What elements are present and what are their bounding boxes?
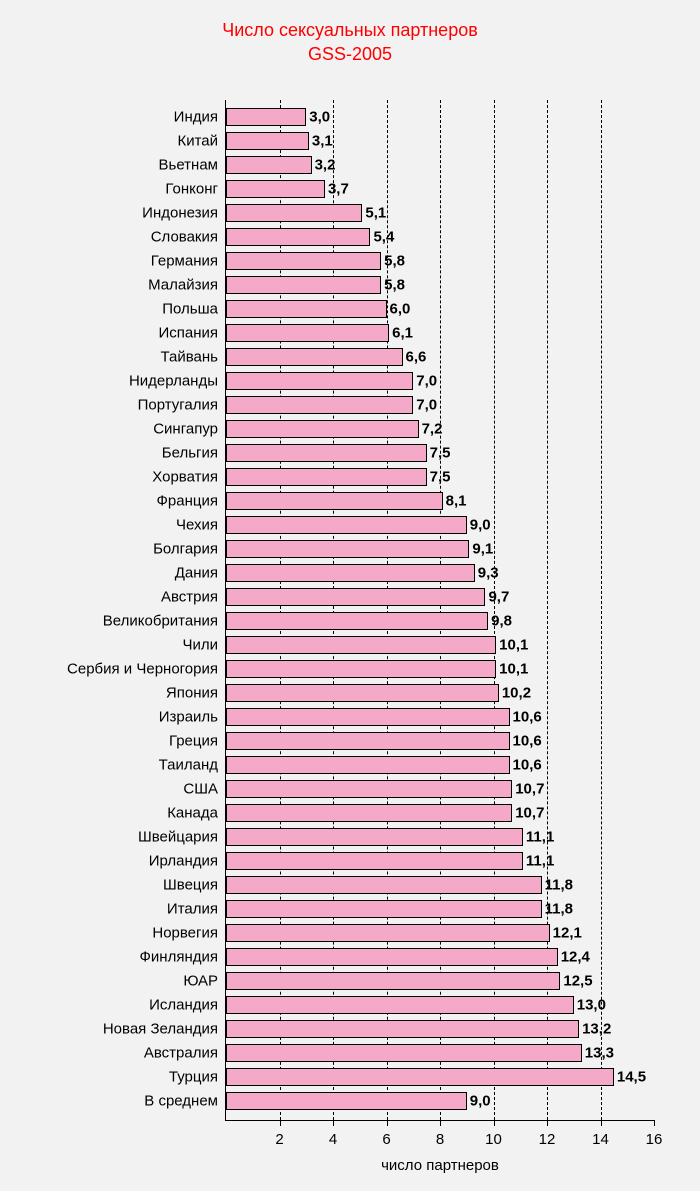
category-label: Франция	[157, 493, 226, 510]
x-tick	[440, 1120, 441, 1126]
chart-title: Число сексуальных партнеров GSS-2005	[0, 0, 700, 67]
category-label: Чили	[182, 637, 226, 654]
category-label: Тайвань	[161, 349, 226, 366]
category-label: Ирландия	[149, 853, 226, 870]
category-label: Гонконг	[165, 181, 226, 198]
category-label: США	[183, 781, 226, 798]
category-label: Греция	[169, 733, 226, 750]
category-label: Вьетнам	[159, 157, 226, 174]
x-tick-label: 10	[485, 1131, 502, 1148]
category-label: Чехия	[176, 517, 226, 534]
chart-title-line2: GSS-2005	[308, 44, 392, 64]
page: Число сексуальных партнеров GSS-2005 Инд…	[0, 0, 700, 1191]
x-tick	[387, 1120, 388, 1126]
category-label: Великобритания	[103, 613, 226, 630]
category-label: Норвегия	[152, 925, 226, 942]
x-tick	[601, 1120, 602, 1126]
category-label: Словакия	[151, 229, 226, 246]
category-label: Малайзия	[148, 277, 226, 294]
category-label: Индия	[174, 109, 226, 126]
category-label: Бельгия	[162, 445, 226, 462]
x-tick-label: 14	[592, 1131, 609, 1148]
x-tick-label: 2	[275, 1131, 283, 1148]
category-label: Германия	[151, 253, 226, 270]
x-tick	[494, 1120, 495, 1126]
x-tick-label: 4	[329, 1131, 337, 1148]
category-label: Польша	[162, 301, 226, 318]
category-label: Сингапур	[153, 421, 226, 438]
x-ticks: 246810121416	[226, 100, 654, 1120]
category-label: Таиланд	[159, 757, 226, 774]
category-label: Австралия	[144, 1045, 226, 1062]
x-tick-label: 12	[539, 1131, 556, 1148]
x-tick	[547, 1120, 548, 1126]
category-label: В среднем	[144, 1093, 226, 1110]
category-label: Португалия	[138, 397, 226, 414]
category-label: Индонезия	[142, 205, 226, 222]
x-tick-label: 8	[436, 1131, 444, 1148]
category-label: Хорватия	[152, 469, 226, 486]
category-label: Израиль	[159, 709, 226, 726]
category-label: Турция	[169, 1069, 226, 1086]
x-tick	[280, 1120, 281, 1126]
category-label: Япония	[166, 685, 226, 702]
category-label: Швеция	[163, 877, 226, 894]
category-label: Исландия	[149, 997, 226, 1014]
x-tick-label: 16	[646, 1131, 663, 1148]
category-label: Сербия и Черногория	[67, 661, 226, 678]
category-label: Швейцария	[138, 829, 226, 846]
x-tick	[654, 1120, 655, 1126]
x-axis-label: число партнеров	[381, 1157, 499, 1174]
category-label: Новая Зеландия	[103, 1021, 226, 1038]
category-label: Нидерланды	[129, 373, 226, 390]
chart-title-line1: Число сексуальных партнеров	[222, 20, 478, 40]
category-label: ЮАР	[183, 973, 226, 990]
category-label: Финляндия	[140, 949, 226, 966]
category-label: Италия	[167, 901, 226, 918]
category-label: Австрия	[161, 589, 226, 606]
chart-area: Индия3,0Китай3,1Вьетнам3,2Гонконг3,7Индо…	[225, 100, 654, 1121]
category-label: Канада	[167, 805, 226, 822]
category-label: Дания	[175, 565, 226, 582]
category-label: Болгария	[153, 541, 226, 558]
category-label: Китай	[177, 133, 226, 150]
x-tick-label: 6	[382, 1131, 390, 1148]
category-label: Испания	[158, 325, 226, 342]
x-tick	[333, 1120, 334, 1126]
